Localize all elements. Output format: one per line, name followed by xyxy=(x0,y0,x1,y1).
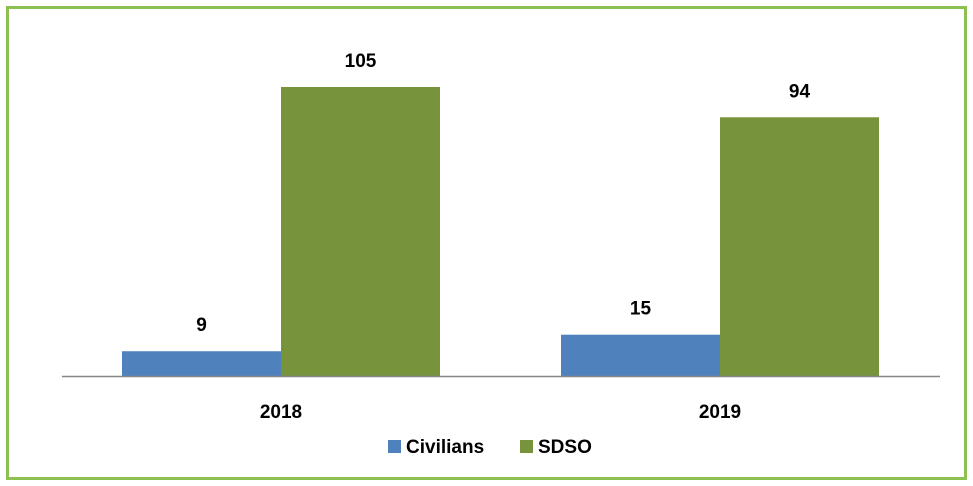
data-label-civilians-2019: 15 xyxy=(630,299,652,320)
x-tick-label-2019: 2019 xyxy=(699,402,741,423)
legend-swatch-civilians xyxy=(388,440,401,453)
bar-sdso-2019 xyxy=(720,117,879,377)
data-label-sdso-2019: 94 xyxy=(789,81,811,102)
legend-label-civilians: Civilians xyxy=(406,437,484,458)
legend: Civilians SDSO xyxy=(388,437,592,458)
data-labels-layer: 9 105 15 94 xyxy=(196,51,810,336)
legend-label-sdso: SDSO xyxy=(538,437,592,458)
bar-civilians-2018 xyxy=(122,351,281,376)
legend-swatch-sdso xyxy=(520,440,533,453)
x-tick-label-2018: 2018 xyxy=(260,402,302,423)
legend-item-sdso: SDSO xyxy=(520,437,592,458)
bars-layer xyxy=(122,87,879,377)
legend-item-civilians: Civilians xyxy=(388,437,484,458)
bar-sdso-2018 xyxy=(281,87,440,376)
data-label-civilians-2018: 9 xyxy=(196,315,207,336)
x-tick-labels: 2018 2019 xyxy=(260,402,741,423)
bar-civilians-2019 xyxy=(561,334,720,376)
data-label-sdso-2018: 105 xyxy=(345,51,377,72)
